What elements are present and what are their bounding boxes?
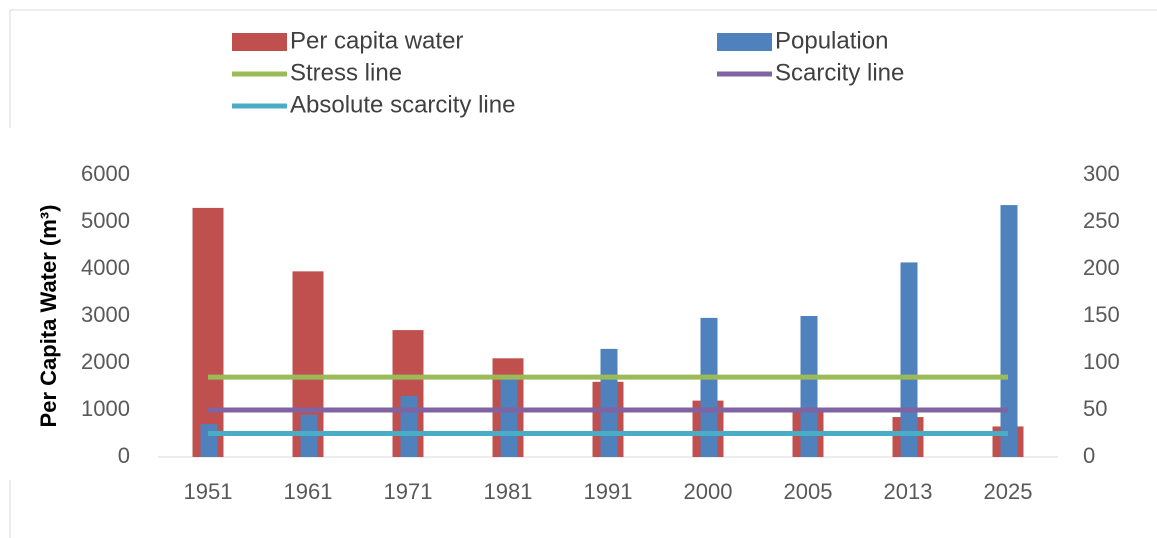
x-tick-label: 1981 xyxy=(484,479,533,504)
x-tick-label: 1961 xyxy=(284,479,333,504)
x-tick-label: 2025 xyxy=(984,479,1033,504)
bar xyxy=(900,262,918,457)
bar xyxy=(700,317,718,457)
legend-swatch xyxy=(717,33,772,51)
legend-label: Population xyxy=(775,27,888,54)
x-tick-label: 1951 xyxy=(184,479,233,504)
y2-tick-label: 50 xyxy=(1083,396,1107,421)
bar xyxy=(600,348,618,457)
x-tick-label: 1991 xyxy=(584,479,633,504)
bar xyxy=(800,316,818,457)
y-tick-label: 4000 xyxy=(81,255,130,280)
legend-swatch xyxy=(232,33,287,51)
y2-tick-label: 250 xyxy=(1083,208,1120,233)
bar xyxy=(500,378,518,457)
x-tick-label: 2013 xyxy=(884,479,933,504)
y-tick-label: 0 xyxy=(118,443,130,468)
y-tick-label: 3000 xyxy=(81,302,130,327)
x-tick-label: 2005 xyxy=(784,479,833,504)
legend-label: Stress line xyxy=(290,59,402,86)
x-tick-label: 1971 xyxy=(384,479,433,504)
y2-tick-label: 0 xyxy=(1083,443,1095,468)
legend-label: Per capita water xyxy=(290,27,463,54)
y2-tick-label: 100 xyxy=(1083,349,1120,374)
bar xyxy=(200,424,218,457)
y-tick-label: 1000 xyxy=(81,396,130,421)
y2-tick-label: 150 xyxy=(1083,302,1120,327)
y2-tick-label: 200 xyxy=(1083,255,1120,280)
legend-label: Scarcity line xyxy=(775,59,904,86)
bar xyxy=(400,395,418,457)
bar xyxy=(1000,205,1018,457)
bar xyxy=(192,207,224,457)
y-tick-label: 2000 xyxy=(81,349,130,374)
x-tick-label: 2000 xyxy=(684,479,733,504)
y2-tick-label: 300 xyxy=(1083,161,1120,186)
y-axis-title: Per Capita Water (m³) xyxy=(36,205,61,428)
y-tick-label: 6000 xyxy=(81,161,130,186)
y-tick-label: 5000 xyxy=(81,208,130,233)
legend-label: Absolute scarcity line xyxy=(290,91,515,118)
